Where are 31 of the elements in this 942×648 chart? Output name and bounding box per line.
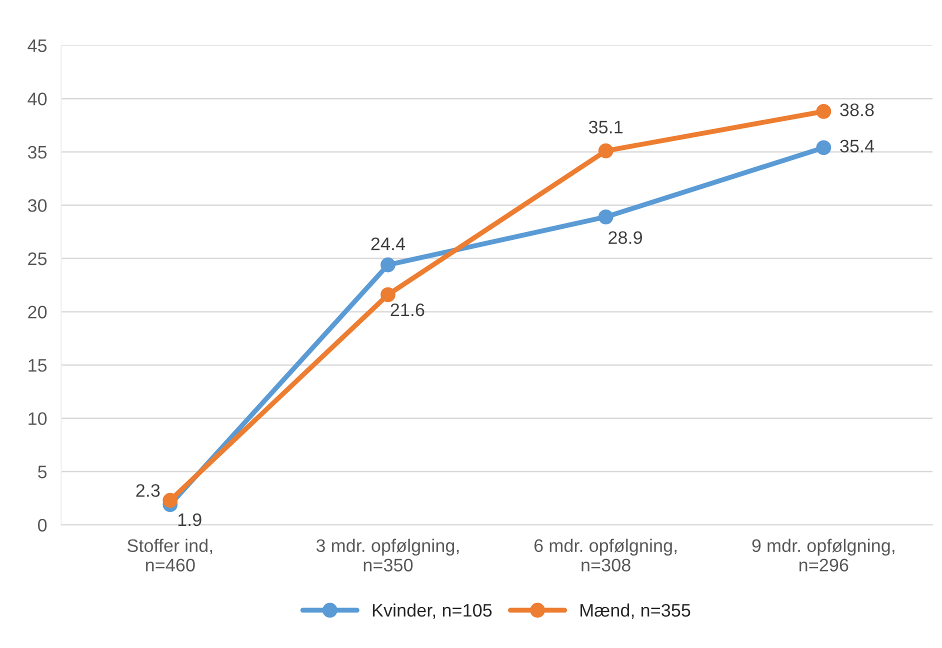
y-tick-label: 30 <box>28 199 47 212</box>
point <box>816 140 832 156</box>
point <box>816 104 832 119</box>
point <box>380 287 396 302</box>
point <box>162 492 178 508</box>
point <box>598 143 614 158</box>
data-label: 24.4 <box>371 237 406 250</box>
point <box>380 257 396 272</box>
y-tick-label: 35 <box>28 146 47 159</box>
legend-label: Kvinder, n=105 <box>372 603 492 619</box>
data-label: 2.3 <box>136 484 160 497</box>
y-tick-label: 5 <box>38 466 47 478</box>
data-label: 35.1 <box>588 120 623 134</box>
y-tick-label: 20 <box>28 306 47 318</box>
y-tick-label: 0 <box>38 518 47 532</box>
y-tick-label: 45 <box>28 39 47 52</box>
point <box>598 209 614 224</box>
data-label: 35.4 <box>840 140 874 153</box>
legend-label: Mænd, n=355 <box>580 603 690 619</box>
y-tick-label: 40 <box>28 92 47 106</box>
data-label: 1.9 <box>178 513 202 526</box>
x-tick-label: 9 mdr. opfølgning, n=296 <box>752 538 894 572</box>
x-tick-label: Stoffer ind, n=460 <box>127 538 212 572</box>
data-label: 38.8 <box>840 103 874 116</box>
y-tick-label: 15 <box>28 359 47 372</box>
data-label: 21.6 <box>390 303 424 316</box>
y-tick-label: 25 <box>28 252 47 266</box>
x-tick-label: 3 mdr. opfølgning, n=350 <box>316 538 459 572</box>
data-label: 28.9 <box>608 231 642 244</box>
x-tick-label: 6 mdr. opfølgning, n=308 <box>534 538 676 572</box>
y-tick-label: 10 <box>28 412 47 426</box>
